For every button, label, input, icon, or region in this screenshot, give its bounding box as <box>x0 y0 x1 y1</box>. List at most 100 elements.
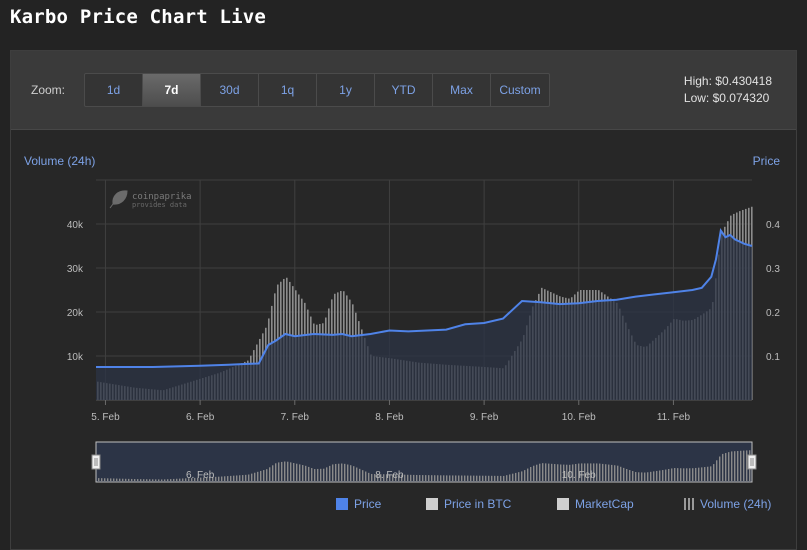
navigator-volume-bar <box>305 465 307 481</box>
navigator-volume-bar <box>599 463 601 481</box>
navigator-volume-bar <box>674 468 676 481</box>
navigator-volume-bar <box>104 478 106 481</box>
navigator-volume-bar <box>443 475 445 481</box>
navigator-volume-bar <box>323 468 325 481</box>
navigator-volume-bar <box>662 470 664 481</box>
zoom-button-ytd[interactable]: YTD <box>375 74 433 106</box>
navigator-volume-bar <box>692 468 694 481</box>
navigator-volume-bar <box>689 468 691 481</box>
navigator-volume-bar <box>362 470 364 481</box>
zoom-button-30d[interactable]: 30d <box>201 74 259 106</box>
navigator-volume-bar <box>488 475 490 481</box>
navigator-volume-bar <box>143 479 145 481</box>
zoom-button-7d[interactable]: 7d <box>143 74 201 106</box>
leaf-icon <box>109 190 128 209</box>
navigator-volume-bar <box>491 475 493 481</box>
navigator-volume-bar <box>107 478 109 481</box>
chart-toolbar: Zoom: 1d 7d 30d 1q 1y YTD Max Custom High: $0.4… <box>11 51 796 130</box>
navigator-volume-bar <box>572 464 574 481</box>
navigator-volume-bar <box>209 477 211 481</box>
navigator-volume-bar <box>194 477 196 481</box>
navigator-handle-left[interactable] <box>91 454 101 470</box>
zoom-button-1d[interactable]: 1d <box>85 74 143 106</box>
y-left-tick: 20k <box>67 308 84 319</box>
navigator-volume-bar <box>353 466 355 481</box>
y-left-tick: 10k <box>67 352 84 363</box>
navigator-volume-bar <box>350 465 352 481</box>
zoom-button-1q[interactable]: 1q <box>259 74 317 106</box>
navigator-volume-bar <box>464 475 466 481</box>
navigator-volume-bar <box>506 475 508 481</box>
navigator-volume-bar <box>530 466 532 481</box>
navigator-volume-bar <box>239 475 241 481</box>
legend-item-price[interactable]: Price <box>336 497 382 511</box>
legend-item-volume-24h[interactable]: Volume (24h) <box>682 497 771 511</box>
navigator-volume-bar <box>641 472 643 481</box>
navigator-volume-bar <box>503 475 505 481</box>
navigator-volume-bar <box>329 465 331 481</box>
navigator-volume-bar <box>467 475 469 481</box>
navigator-volume-bar <box>284 461 286 481</box>
navigator-volume-bar <box>230 475 232 481</box>
navigator-volume-bar <box>629 470 631 481</box>
navigator-volume-bar <box>734 451 736 481</box>
legend-item-marketcap[interactable]: MarketCap <box>557 497 634 511</box>
navigator-volume-bar <box>521 471 523 481</box>
navigator-volume-bar <box>575 463 577 481</box>
navigator-volume-bar <box>470 475 472 481</box>
y-right-tick: 0.4 <box>766 220 780 231</box>
navigator-volume-bar <box>311 468 313 481</box>
navigator-volume-bar <box>722 453 724 481</box>
range-navigator[interactable]: 6. Feb 8. Feb 10. Feb <box>91 441 757 483</box>
navigator-volume-bar <box>737 450 739 481</box>
navigator-volume-bar <box>182 478 184 481</box>
navigator-volume-bar <box>713 464 715 481</box>
navigator-tick: 10. Feb <box>562 470 596 481</box>
navigator-volume-bar <box>152 479 154 481</box>
navigator-volume-bar <box>164 479 166 481</box>
navigator-volume-bar <box>383 474 385 481</box>
y-right-tick: 0.1 <box>766 352 780 363</box>
navigator-volume-bar <box>233 475 235 481</box>
zoom-button-max[interactable]: Max <box>433 74 491 106</box>
navigator-volume-bar <box>434 475 436 481</box>
navigator-volume-bar <box>287 461 289 481</box>
legend-item-price-in-btc[interactable]: Price in BTC <box>426 497 512 511</box>
zoom-button-1y[interactable]: 1y <box>317 74 375 106</box>
navigator-volume-bar <box>557 464 559 481</box>
navigator-volume-bar <box>539 463 541 481</box>
navigator-volume-bar <box>569 464 571 481</box>
navigator-volume-bar <box>683 468 685 481</box>
navigator-volume-bar <box>395 474 397 481</box>
navigator-volume-bar <box>266 469 268 481</box>
navigator-volume-bar <box>677 468 679 481</box>
navigator-volume-bar <box>134 479 136 481</box>
navigator-tick: 6. Feb <box>186 470 215 481</box>
navigator-volume-bar <box>248 474 250 481</box>
navigator-volume-bar <box>536 464 538 481</box>
navigator-volume-bar <box>290 462 292 481</box>
navigator-volume-bar <box>578 463 580 481</box>
navigator-volume-bar <box>605 464 607 481</box>
zoom-button-custom[interactable]: Custom <box>499 83 541 97</box>
navigator-volume-bar <box>416 474 418 481</box>
navigator-volume-bar <box>179 478 181 481</box>
navigator-handle-right[interactable] <box>747 454 757 470</box>
navigator-volume-bar <box>428 475 430 481</box>
navigator-volume-bar <box>527 468 529 481</box>
navigator-volume-bar <box>425 475 427 481</box>
axis-ticks: 10k 20k 30k 40k 0.1 0.2 0.3 0.4 5. Feb 6. Feb 7. F… <box>67 220 780 423</box>
navigator-volume-bar <box>671 468 673 481</box>
navigator-volume-bar <box>524 470 526 481</box>
navigator-volume-bar <box>215 476 217 481</box>
navigator-tick: 8. Feb <box>375 470 404 481</box>
navigator-volume-bar <box>128 478 130 481</box>
navigator-volume-bar <box>335 463 337 481</box>
navigator-volume-bar <box>566 464 568 481</box>
navigator-volume-bar <box>113 478 115 481</box>
navigator-volume-bar <box>236 475 238 481</box>
y-right-axis-label: Price <box>753 154 781 168</box>
navigator-volume-bar <box>140 479 142 481</box>
legend-swatch <box>557 498 569 510</box>
navigator-volume-bar <box>206 477 208 481</box>
